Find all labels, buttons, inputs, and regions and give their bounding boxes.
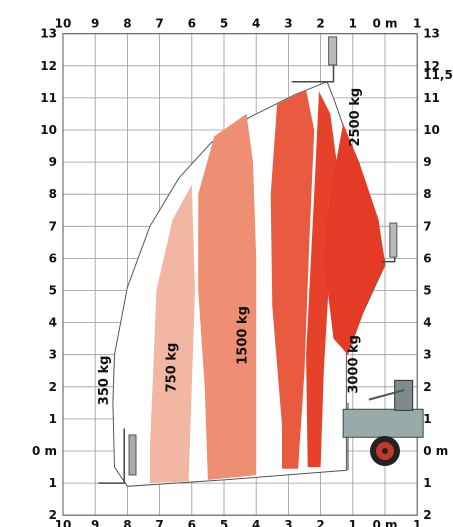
y-tick-right: 2	[423, 380, 431, 394]
x-tick-bottom: 6	[188, 518, 196, 527]
y-tick-left: 13	[40, 27, 57, 41]
x-tick-top: 3	[284, 17, 292, 31]
load-zone-750-kg	[198, 114, 256, 480]
y-tick-right: 8	[423, 187, 431, 201]
x-tick-top: 9	[91, 17, 99, 31]
wheel-hub	[382, 448, 388, 454]
x-tick-bottom: 2	[316, 518, 324, 527]
y-tick-left: 2	[49, 380, 57, 394]
y-tick-right: 7	[423, 219, 431, 233]
x-tick-bottom: 8	[123, 518, 131, 527]
x-tick-bottom: 5	[220, 518, 228, 527]
y-tick-left: 3	[49, 348, 57, 362]
fork-mid-carriage	[390, 223, 397, 257]
y-tick-right: 1	[423, 412, 431, 426]
load-label: 2500 kg	[348, 88, 363, 147]
machine-body	[343, 409, 423, 437]
x-tick-bottom: 1	[413, 518, 421, 527]
x-tick-bottom: 3	[284, 518, 292, 527]
x-tick-top: 6	[188, 17, 196, 31]
x-tick-bottom: 9	[91, 518, 99, 527]
y-tick-right: 0 m	[423, 444, 448, 458]
x-tick-bottom: 4	[252, 518, 260, 527]
x-tick-top: 5	[220, 17, 228, 31]
y-tick-left: 7	[49, 219, 57, 233]
x-tick-top: 10	[55, 17, 72, 31]
x-tick-top: 1	[349, 17, 357, 31]
y-tick-left: 5	[49, 284, 57, 298]
x-tick-top: 2	[316, 17, 324, 31]
x-tick-top: 7	[155, 17, 163, 31]
x-tick-bottom: 7	[155, 518, 163, 527]
y-tick-right: 2	[423, 508, 431, 522]
y-tick-left: 4	[49, 316, 57, 330]
y-tick-left: 12	[40, 59, 57, 73]
x-tick-top: 1	[413, 17, 421, 31]
y-tick-left: 10	[40, 123, 57, 137]
y-tick-right: 11	[423, 91, 440, 105]
load-label: 350 kg	[97, 356, 112, 406]
load-label: 3000 kg	[347, 335, 362, 394]
y-tick-right: 10	[423, 123, 440, 137]
load-label: 1500 kg	[236, 306, 251, 365]
x-tick-top: 4	[252, 17, 260, 31]
fork-top	[329, 37, 337, 65]
y-tick-left: 11	[40, 91, 57, 105]
y-tick-left: 9	[49, 155, 57, 169]
y-tick-left: 1	[49, 476, 57, 490]
x-tick-bottom: 1	[349, 518, 357, 527]
y-tick-right: 5	[423, 284, 431, 298]
boom-head	[292, 37, 334, 82]
y-tick-left: 2	[49, 508, 57, 522]
machine-cab	[395, 380, 413, 410]
y-tick-right: 11,53	[423, 68, 453, 82]
x-tick-bottom: 0 m	[372, 518, 397, 527]
fork-low-carriage	[129, 435, 136, 475]
y-tick-right: 4	[423, 316, 431, 330]
y-tick-right: 6	[423, 251, 431, 265]
x-tick-top: 8	[123, 17, 131, 31]
y-tick-right: 13	[423, 27, 440, 41]
load-label: 750 kg	[165, 343, 180, 393]
y-tick-right: 9	[423, 155, 431, 169]
y-tick-left: 8	[49, 187, 57, 201]
x-tick-bottom: 10	[55, 518, 72, 527]
y-tick-right: 3	[423, 348, 431, 362]
y-tick-left: 0 m	[32, 444, 57, 458]
x-tick-top: 0 m	[372, 17, 397, 31]
y-tick-left: 1	[49, 412, 57, 426]
y-tick-right: 1	[423, 476, 431, 490]
y-tick-left: 6	[49, 251, 57, 265]
